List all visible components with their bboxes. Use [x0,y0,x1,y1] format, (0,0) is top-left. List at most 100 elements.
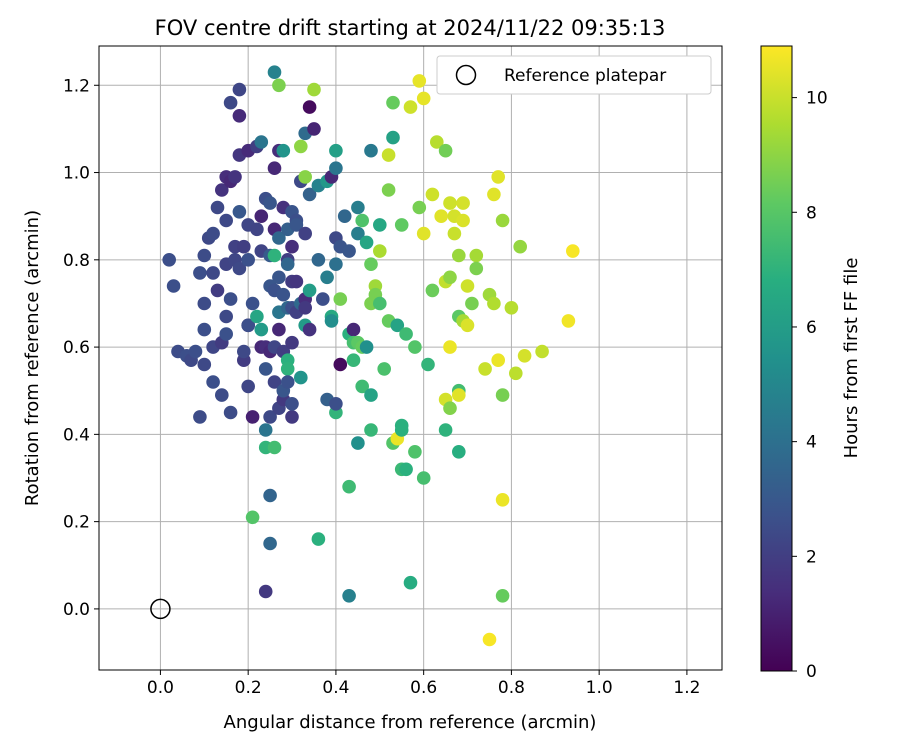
x-tick-label: 0.2 [235,678,262,698]
scatter-point [452,388,466,402]
scatter-point [263,488,277,503]
scatter-point [399,327,413,341]
scatter-point [232,261,247,276]
scatter-point [197,322,212,337]
scatter-point [324,314,339,328]
scatter-point [408,340,422,354]
scatter-point [254,209,269,223]
colorbar-tick-label: 4 [806,433,817,453]
scatter-point [285,239,299,254]
scatter-point [416,91,431,106]
scatter-point [491,353,506,368]
plot-frame [98,45,723,671]
scatter-point [355,213,370,228]
scatter-point [329,143,343,158]
colorbar-tick-label: 8 [806,203,817,223]
scatter-point [364,388,378,402]
scatter-point [495,493,510,507]
scatter-point [517,349,532,363]
scatter-point [258,362,273,376]
scatter-point [237,344,251,359]
scatter-point [197,296,212,311]
scatter-point [210,200,225,215]
scatter-point [232,205,247,219]
scatter-point [254,322,269,337]
scatter-point [285,335,299,350]
scatter-point [329,161,343,175]
scatter-point [421,357,435,372]
scatter-point [285,410,299,424]
y-tick-label: 0.4 [63,425,90,445]
scatter-point [267,65,282,79]
scatter-point [250,222,264,237]
scatter-point [272,270,286,285]
scatter-point [302,322,317,337]
colorbar-tick-label: 10 [806,89,828,109]
scatter-point [298,170,313,184]
scatter-point [346,322,361,337]
scatter-point [460,279,475,293]
scatter-point [206,226,220,241]
scatter-point [469,261,484,276]
scatter-point [232,82,247,97]
scatter-point [478,362,492,376]
scatter-point [495,589,510,603]
colorbar: 0 2 4 6 8 10 Hours from first FF file [760,45,862,682]
scatter-point [495,213,510,228]
scatter-point [258,584,273,599]
scatter-point [342,589,356,603]
scatter-point [267,161,282,175]
scatter-point [351,200,365,215]
scatter-point [452,248,466,263]
scatter-point [416,471,431,485]
scatter-point [215,183,229,197]
scatter-point [320,270,334,285]
scatter-point [267,375,282,389]
scatter-point [377,362,392,376]
scatter-point [329,397,343,411]
scatter-point [289,218,304,232]
scatter-point [197,248,212,263]
scatter-point [250,309,264,324]
scatter-point [386,130,400,145]
scatter-points [162,65,580,647]
scatter-point [491,170,506,184]
scatter-point [412,200,427,215]
scatter-point [386,95,400,110]
x-tick-label: 0.8 [498,678,525,698]
scatter-point [289,274,304,289]
y-axis-ticks: 0.0 0.2 0.4 0.6 0.8 1.0 1.2 [63,76,99,620]
colorbar-tick-label: 6 [806,318,817,338]
scatter-point [434,209,449,223]
x-axis-ticks: 0.0 0.2 0.4 0.6 0.8 1.0 1.2 [147,670,700,698]
scatter-point [232,109,247,123]
scatter-point [223,292,238,306]
scatter-point [333,292,348,306]
scatter-point [495,388,510,402]
scatter-point [193,266,207,280]
scatter-point [267,440,282,455]
x-tick-label: 0.6 [410,678,437,698]
scatter-point [351,436,365,450]
scatter-point [364,143,378,158]
scatter-point [535,344,549,359]
scatter-point [267,248,282,263]
scatter-point [487,187,501,202]
scatter-point [311,252,326,267]
scatter-point [399,462,413,477]
y-tick-label: 0.2 [63,513,90,533]
scatter-point [403,575,418,590]
scatter-point [263,410,277,424]
scatter-point [302,100,317,114]
scatter-point [465,296,479,311]
scatter-point [210,283,225,298]
scatter-point [258,423,273,437]
scatter-point [355,379,370,394]
colorbar-tick-label: 2 [806,547,817,567]
scatter-point [373,218,387,232]
x-tick-label: 1.0 [586,678,613,698]
scatter-point [394,418,409,433]
scatter-point [272,231,286,245]
scatter-point [329,257,343,272]
